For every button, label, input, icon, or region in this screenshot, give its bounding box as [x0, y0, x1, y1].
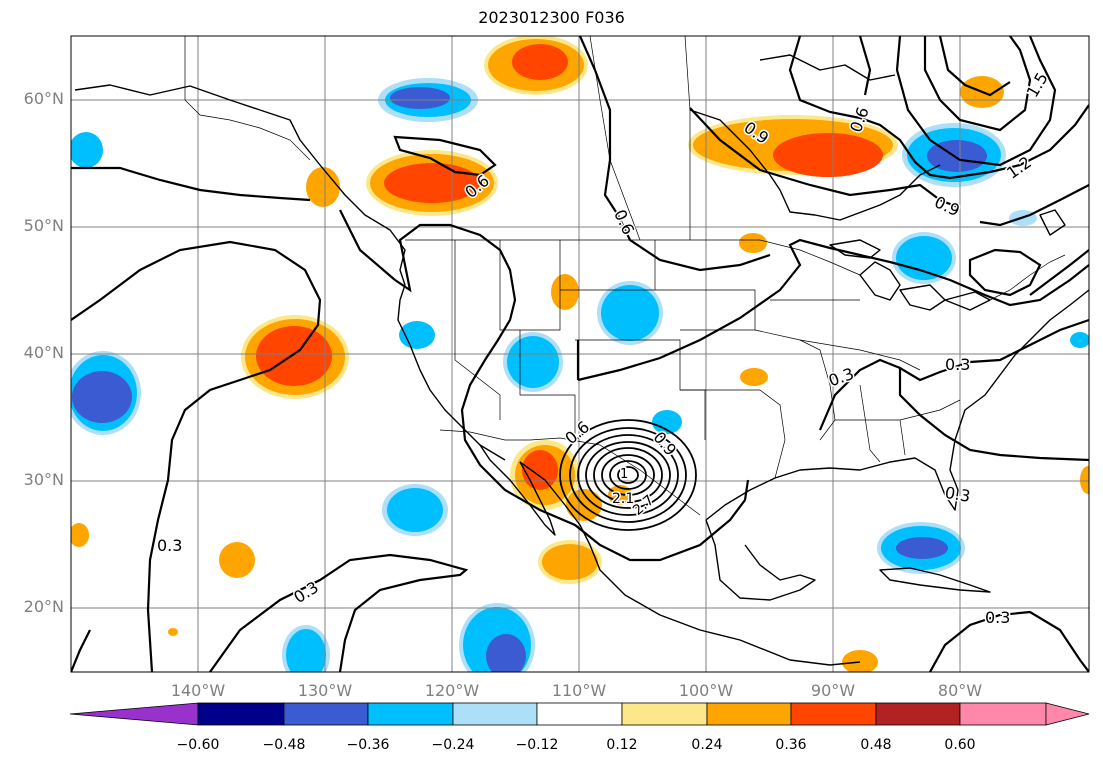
contour-label: 0.3 [157, 536, 182, 555]
colorbar-tick-label: −0.48 [262, 737, 306, 753]
colorbar-bin [197, 702, 285, 726]
colorbar-tick-label: −0.60 [176, 737, 220, 753]
lon-label: 100°W [678, 681, 734, 700]
map-frame [70, 35, 1090, 673]
colorbar-tick-label: 0.60 [944, 737, 976, 753]
contours [71, 36, 1089, 672]
colorbar-bin [706, 702, 792, 726]
colorbar-tick-label: −0.12 [515, 737, 559, 753]
lat-label: 30°N [23, 470, 64, 489]
contour-label: 0.3 [985, 608, 1010, 627]
colorbar-bin [959, 702, 1047, 726]
colorbar-tick-label: 0.12 [606, 737, 638, 753]
colorbar-bin [283, 702, 369, 726]
colorbar-tick-label: −0.36 [346, 737, 390, 753]
positive-anomaly-regions [71, 36, 1089, 672]
colorbar-bin [367, 702, 454, 726]
shaded-anomalies [71, 36, 1089, 672]
lat-label: 40°N [23, 343, 64, 362]
low-center-contours [559, 419, 697, 531]
colorbar [69, 702, 1090, 726]
lon-label: 120°W [424, 681, 480, 700]
colorbar-extend-low [69, 702, 199, 726]
contour-label: 1 [620, 467, 628, 482]
lon-label: 140°W [170, 681, 226, 700]
colorbar-bin [875, 702, 961, 726]
colorbar-tick-label: 0.24 [691, 737, 723, 753]
lon-label: 80°W [937, 681, 983, 700]
lat-label: 60°N [23, 89, 64, 108]
lon-label: 110°W [551, 681, 607, 700]
colorbar-tick-label: 0.48 [860, 737, 892, 753]
colorbar-tick-label: −0.24 [431, 737, 475, 753]
colorbar-bin [536, 702, 623, 726]
colorbar-bin [452, 702, 538, 726]
negative-anomaly-regions [71, 78, 1089, 672]
lon-label: 130°W [297, 681, 353, 700]
colorbar-tick-label: 0.36 [775, 737, 807, 753]
lon-label: 90°W [810, 681, 856, 700]
map-title: 2023012300 F036 [478, 8, 625, 27]
colorbar-bin [790, 702, 877, 726]
contour-label: 0.3 [945, 355, 970, 374]
colorbar-bin [621, 702, 708, 726]
lat-label: 50°N [23, 216, 64, 235]
contour-label: 2.1 [612, 491, 634, 507]
colorbar-extend-high [1045, 702, 1090, 726]
lat-label: 20°N [23, 597, 64, 616]
